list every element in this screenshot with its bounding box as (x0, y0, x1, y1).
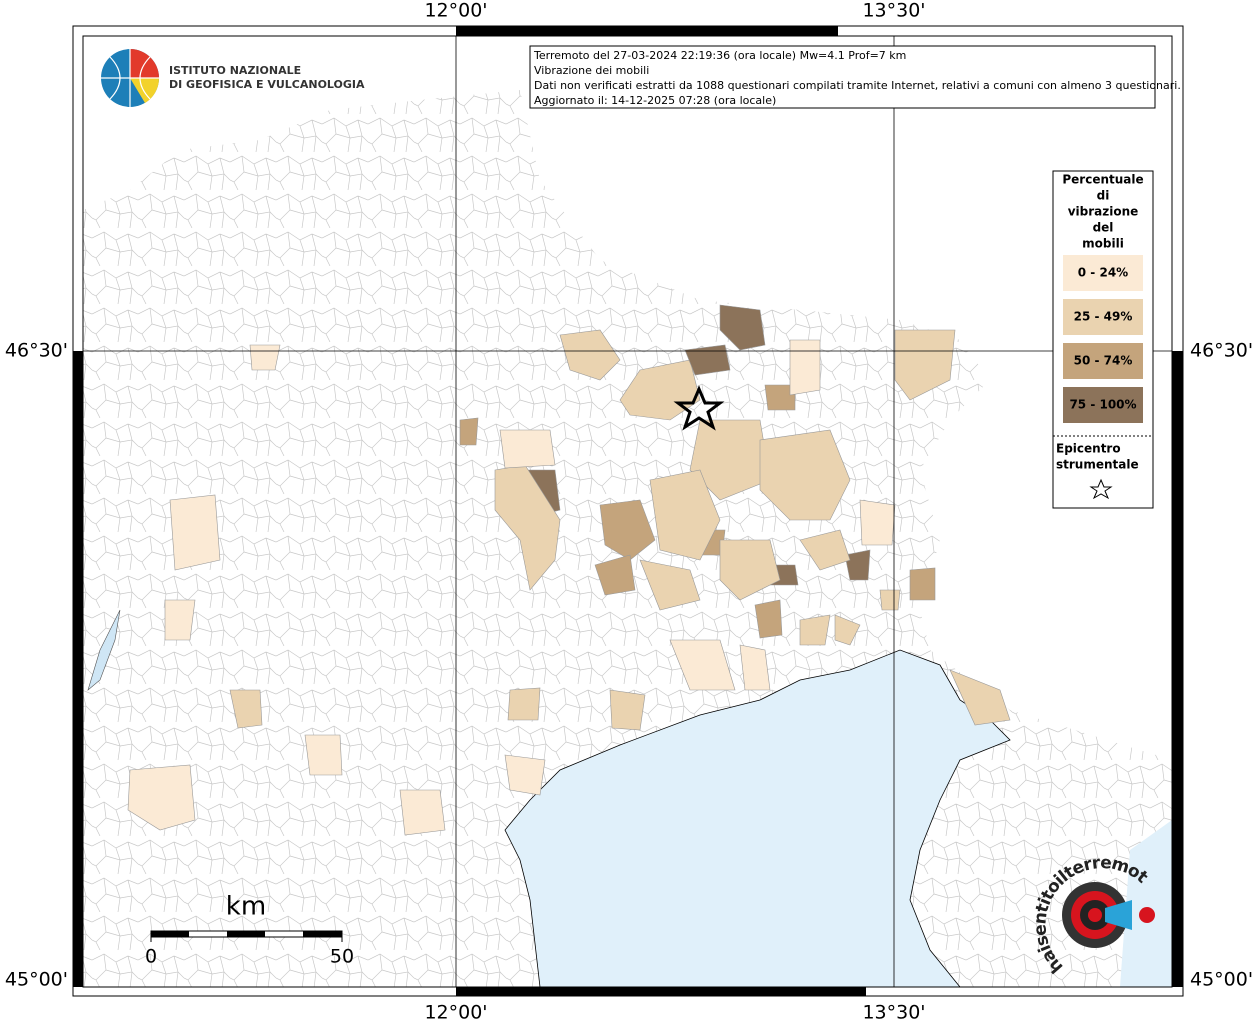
commune (639, 559, 701, 611)
commune (504, 754, 546, 796)
commune (909, 567, 936, 601)
legend-label: 25 - 49% (1074, 310, 1133, 324)
commune (127, 764, 196, 831)
commune (399, 789, 446, 836)
lake (87, 609, 121, 691)
commune (894, 329, 956, 401)
legend: Epicentro strumentale Percentuale di vibra… (1052, 170, 1154, 509)
axis-label: 46°30' (5, 340, 68, 362)
scale-unit: km (226, 892, 266, 922)
info-line: Terremoto del 27-03-2024 22:19:36 (ora l… (533, 49, 906, 62)
commune (594, 554, 636, 596)
info-line: Aggiornato il: 14-12-2025 07:28 (ora loc… (534, 94, 776, 107)
commune (719, 304, 766, 351)
commune (229, 689, 263, 729)
legend-title: del (1093, 221, 1114, 235)
legend-title: di (1097, 189, 1110, 203)
legend-title: mobili (1082, 237, 1124, 251)
legend-swatch (1063, 255, 1143, 291)
legend-swatch (1063, 343, 1143, 379)
axis-label: 12°00' (424, 0, 487, 22)
frame (72, 25, 1184, 997)
legend-epicenter: Epicentro (1056, 442, 1121, 456)
legend-title: vibrazione (1068, 205, 1139, 219)
legend-label: 75 - 100% (1069, 398, 1136, 412)
info-line: Dati non verificati estratti da 1088 que… (534, 79, 1181, 92)
sea (1120, 820, 1172, 987)
axis-label: 13°30' (862, 1002, 925, 1024)
commune (494, 464, 561, 591)
commune (507, 687, 541, 721)
axis-label: 46°30' (1190, 340, 1253, 362)
institute-name: ISTITUTO NAZIONALE (169, 64, 301, 77)
commune (304, 734, 343, 776)
legend-label: 0 - 24% (1078, 266, 1128, 280)
commune (169, 494, 221, 571)
graticule (83, 36, 1172, 987)
info-line: Vibrazione dei mobili (534, 64, 649, 77)
institute-name: DI GEOFISICA E VULCANOLOGIA (169, 78, 365, 91)
scale-bar: km 0 50 (145, 892, 354, 968)
commune (789, 339, 821, 396)
commune (844, 549, 871, 581)
commune (859, 499, 896, 546)
commune (949, 669, 1011, 726)
sea (504, 649, 1011, 987)
commune (799, 614, 831, 646)
commune (799, 529, 851, 571)
commune (649, 469, 721, 561)
legend-title: Percentuale (1062, 173, 1143, 187)
commune (609, 689, 646, 731)
legend-epicenter: strumentale (1056, 458, 1139, 472)
commune (754, 599, 783, 639)
axis-label: 13°30' (862, 0, 925, 22)
commune (834, 614, 861, 646)
legend-swatch (1063, 299, 1143, 335)
map-body (83, 90, 1172, 987)
commune (739, 644, 771, 691)
commune (879, 589, 901, 611)
info-box: Terremoto del 27-03-2024 22:19:36 (ora l… (529, 45, 1181, 109)
commune (764, 384, 796, 411)
commune (719, 539, 781, 601)
commune (459, 417, 479, 446)
commune (559, 329, 621, 381)
legend-swatch (1063, 387, 1143, 423)
legend-label: 50 - 74% (1074, 354, 1133, 368)
commune (249, 344, 281, 371)
commune (684, 344, 731, 376)
commune (669, 639, 736, 691)
scale-label: 50 (330, 946, 354, 968)
shaded-communes (127, 304, 1011, 836)
epicenter-star (673, 385, 725, 431)
axis-label: 45°00' (1190, 969, 1253, 991)
commune (759, 429, 851, 521)
axis-label: 12°00' (424, 1002, 487, 1024)
scale-label: 0 (145, 946, 157, 968)
legend-star (1089, 478, 1113, 500)
axis-label: 45°00' (5, 969, 68, 991)
commune (599, 499, 656, 561)
commune (499, 429, 556, 469)
commune (689, 419, 771, 501)
institute-logo: ISTITUTO NAZIONALE DI GEOFISICA E VULCAN… (101, 49, 365, 107)
commune (164, 599, 196, 641)
